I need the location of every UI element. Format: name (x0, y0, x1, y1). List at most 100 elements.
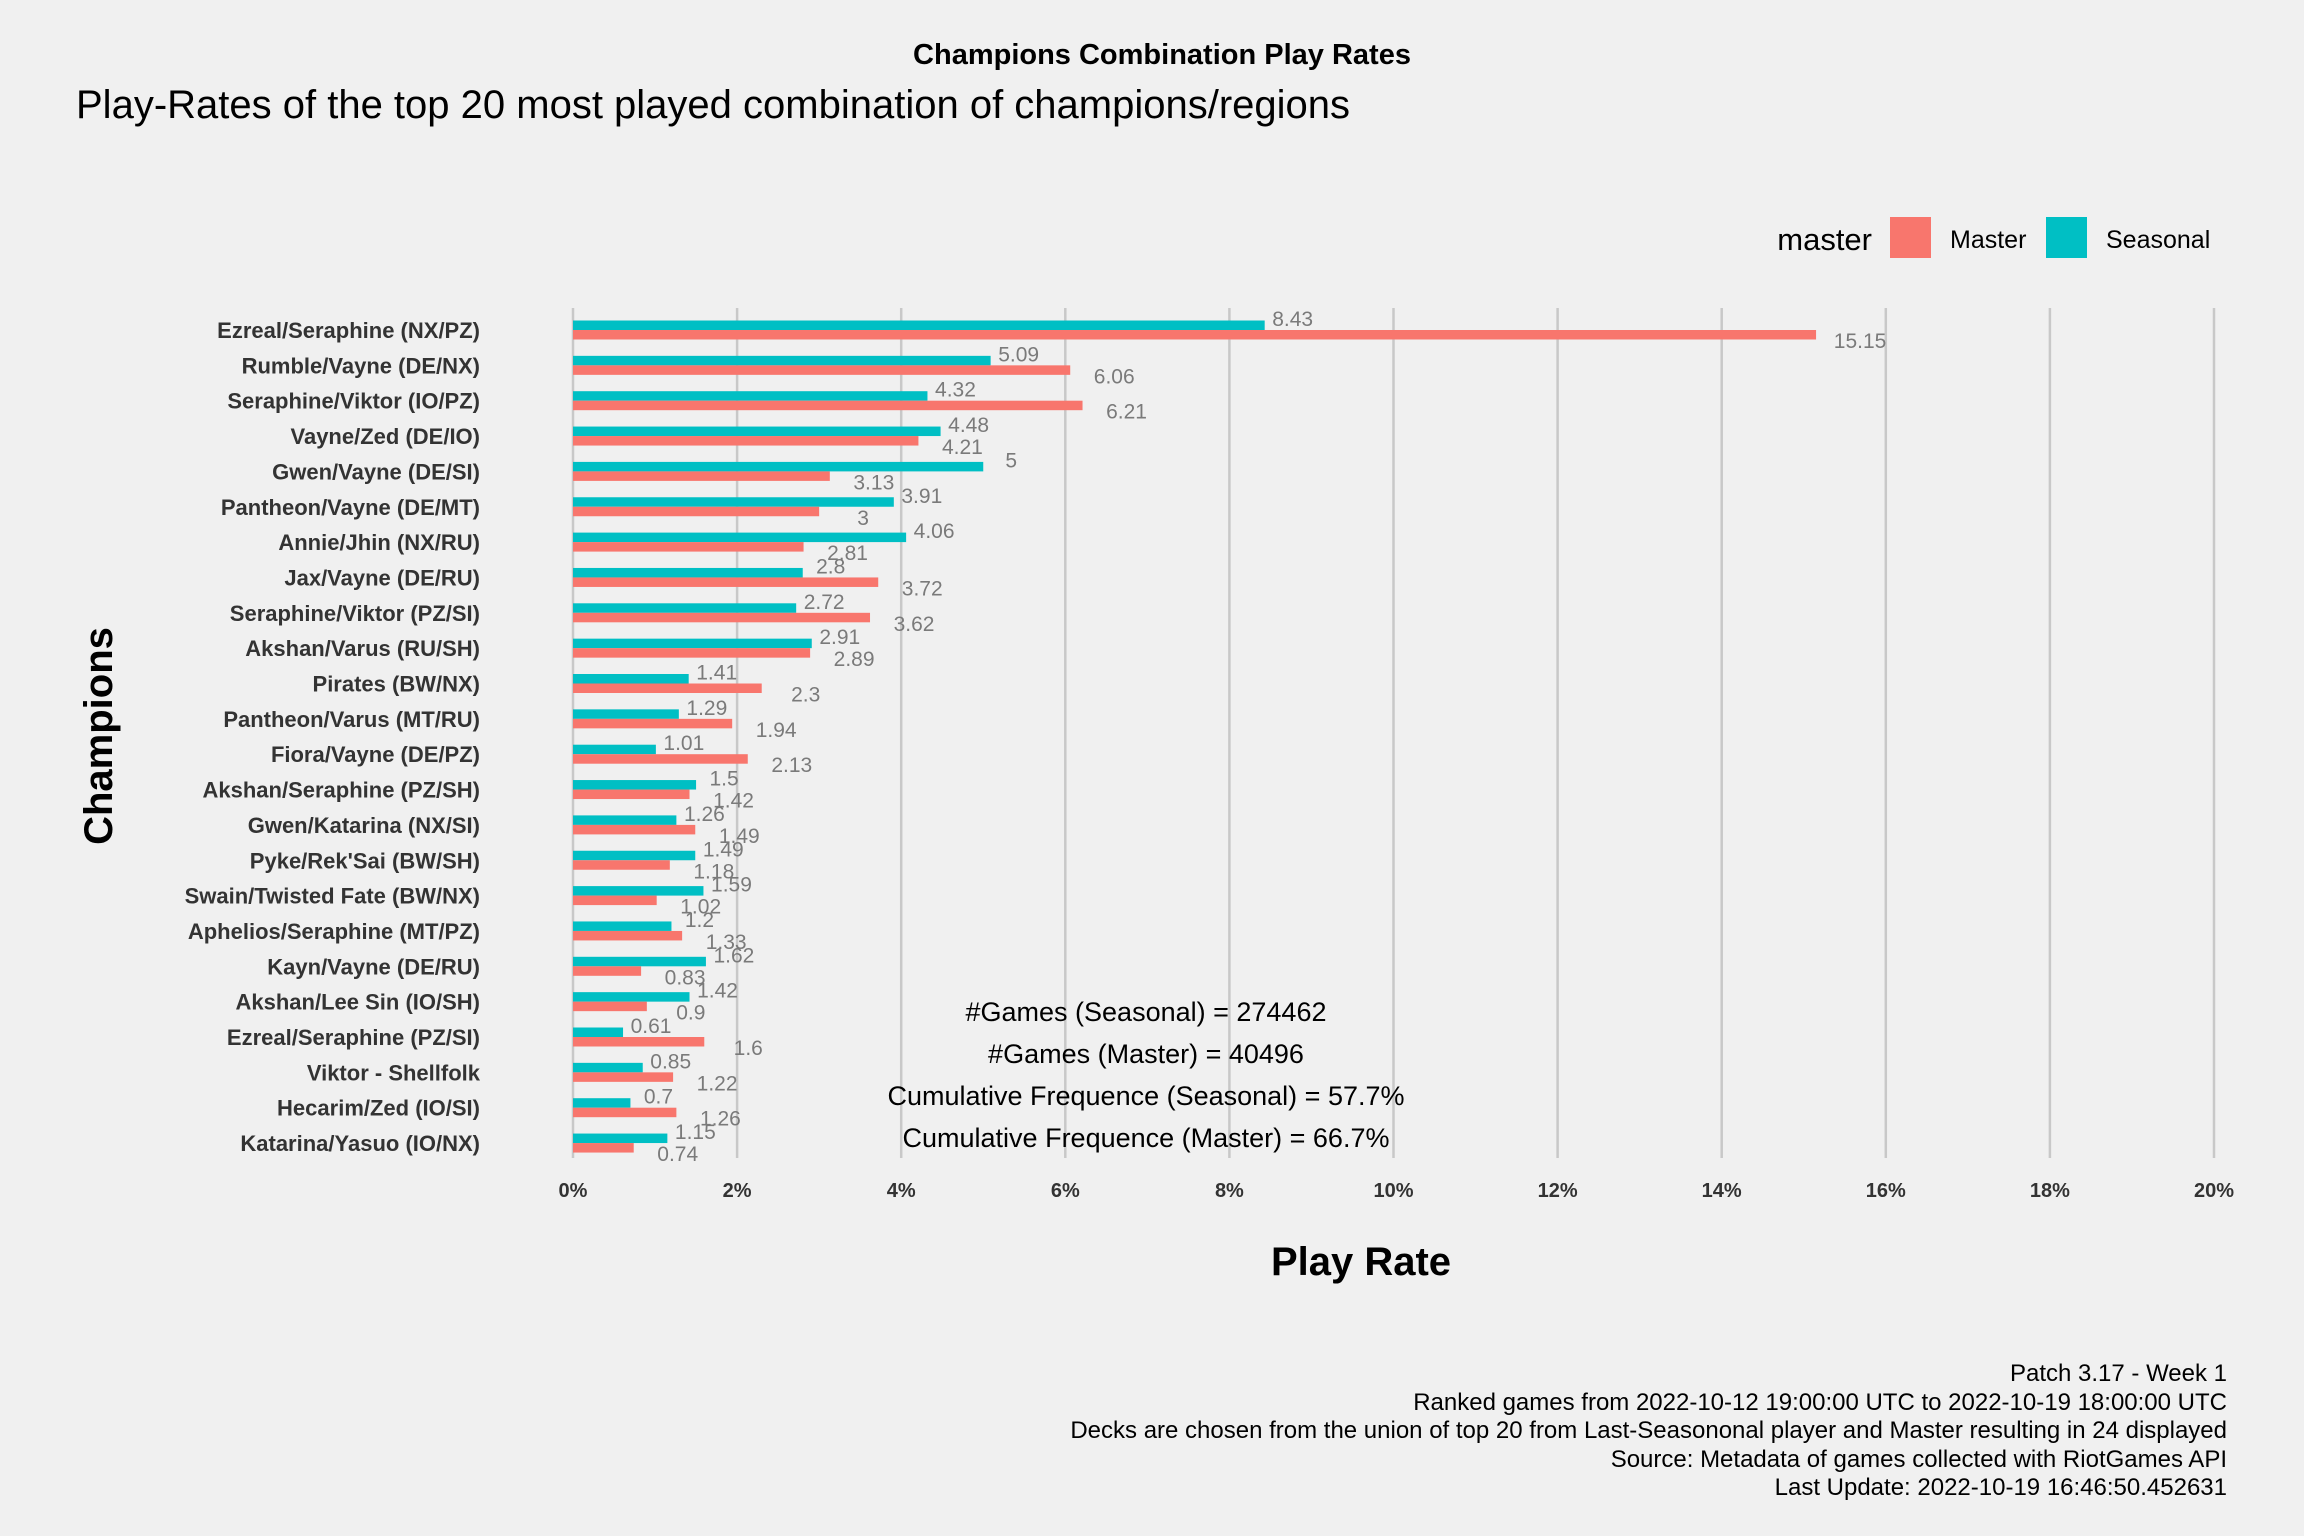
value-label-master: 6.06 (1094, 365, 1135, 388)
value-label-seasonal: 1.26 (684, 803, 725, 826)
category-label: Kayn/Vayne (DE/RU) (267, 954, 480, 979)
caption-line-3: Decks are chosen from the union of top 2… (1070, 1417, 2227, 1444)
bar-seasonal (573, 709, 679, 719)
x-tick-label: 6% (1051, 1180, 1080, 1202)
category-label: Fiora/Vayne (DE/PZ) (271, 742, 480, 767)
caption-line-1: Patch 3.17 - Week 1 (2010, 1360, 2227, 1387)
bar-seasonal (573, 1133, 668, 1144)
bar-seasonal (573, 1062, 643, 1073)
value-label-seasonal: 1.01 (663, 732, 704, 755)
bar-master (573, 648, 811, 658)
category-label: Vayne/Zed (DE/IO) (291, 424, 481, 449)
bar-seasonal (573, 461, 984, 472)
caption-line-2: Ranked games from 2022-10-12 19:00:00 UT… (1413, 1389, 2227, 1416)
category-label: Rumble/Vayne (DE/NX) (242, 353, 480, 378)
bars (573, 320, 1817, 1153)
bar-seasonal (573, 956, 706, 967)
category-label: Jax/Vayne (DE/RU) (284, 565, 480, 590)
bar-seasonal (573, 1098, 631, 1108)
category-label: Aphelios/Seraphine (MT/PZ) (188, 919, 480, 944)
value-label-master: 1.94 (756, 719, 797, 742)
bar-seasonal (573, 603, 797, 613)
bar-master (573, 1143, 634, 1153)
legend-label-seasonal: Seasonal (2106, 226, 2210, 254)
bar-master (573, 1037, 705, 1047)
bar-master (573, 824, 696, 835)
bar-master (573, 895, 657, 906)
category-label: Katarina/Yasuo (IO/NX) (240, 1131, 480, 1156)
bar-seasonal (573, 567, 803, 578)
value-label-master: 2.89 (834, 648, 875, 671)
x-tick-label: 0% (559, 1180, 588, 1202)
value-label-seasonal: 2.8 (816, 555, 845, 578)
category-label: Seraphine/Viktor (IO/PZ) (227, 389, 480, 414)
x-tick-label: 10% (1373, 1180, 1413, 1202)
gridlines (571, 308, 2216, 1158)
caption-line-5: Last Update: 2022-10-19 16:46:50.452631 (1775, 1474, 2227, 1501)
value-label-master: 1.6 (734, 1037, 763, 1060)
category-label: Akshan/Lee Sin (IO/SH) (236, 990, 481, 1015)
bar-seasonal (573, 355, 991, 366)
x-tick-label: 12% (1538, 1180, 1578, 1202)
caption: Patch 3.17 - Week 1 Ranked games from 20… (1070, 1360, 2227, 1501)
bar-seasonal (573, 532, 907, 543)
bar-seasonal (573, 320, 1265, 330)
annotation-games-master: #Games (Master) = 40496 (988, 1039, 1304, 1069)
value-label-seasonal: 5 (1005, 449, 1017, 472)
x-tick-label: 16% (1866, 1180, 1906, 1202)
x-tick-label: 14% (1702, 1180, 1742, 1202)
value-label-seasonal: 2.91 (819, 626, 860, 649)
legend: master Master Seasonal (1777, 217, 2210, 258)
x-tick-label: 8% (1215, 1180, 1244, 1202)
category-label: Akshan/Varus (RU/SH) (245, 636, 480, 661)
category-label: Pyke/Rek'Sai (BW/SH) (250, 848, 480, 873)
x-axis-title: Play Rate (1271, 1240, 1451, 1284)
bar-seasonal (573, 886, 704, 896)
category-label: Hecarim/Zed (IO/SI) (277, 1096, 480, 1121)
category-label: Gwen/Vayne (DE/SI) (272, 459, 480, 484)
category-label: Annie/Jhin (NX/RU) (278, 530, 480, 555)
annotations: #Games (Seasonal) = 274462 #Games (Maste… (887, 997, 1404, 1153)
bar-seasonal (573, 391, 928, 401)
value-label-seasonal: 1.62 (713, 944, 754, 967)
value-label-seasonal: 1.5 (709, 768, 738, 791)
annotation-games-seasonal: #Games (Seasonal) = 274462 (966, 997, 1327, 1027)
bar-seasonal (573, 992, 690, 1002)
value-label-seasonal: 5.09 (998, 343, 1039, 366)
bar-seasonal (573, 1027, 624, 1037)
value-label-master: 4.21 (942, 436, 983, 459)
bar-master (573, 1001, 647, 1012)
value-label-seasonal: 3.91 (901, 485, 942, 508)
value-label-master: 15.15 (1834, 330, 1887, 353)
x-tick-label: 2% (723, 1180, 752, 1202)
bar-master (573, 365, 1071, 375)
value-label-seasonal: 1.49 (703, 838, 744, 861)
bar-master (573, 930, 683, 941)
category-label: Ezreal/Seraphine (PZ/SI) (227, 1025, 480, 1050)
category-label: Viktor - Shellfolk (307, 1060, 481, 1085)
value-label-seasonal: 4.48 (948, 414, 989, 437)
bar-master (573, 612, 871, 623)
value-label-master: 1.33 (706, 931, 747, 954)
bar-master (573, 683, 762, 693)
value-label-master: 0.74 (657, 1143, 698, 1166)
bar-seasonal (573, 815, 677, 825)
value-label-master: 1.26 (700, 1108, 741, 1131)
bar-seasonal (573, 744, 656, 755)
legend-swatch-seasonal (2046, 217, 2087, 258)
x-tick-labels: 0% 2% 4% 6% 8% 10% 12% 14% 16% 18% 20% (559, 1180, 2235, 1202)
bar-seasonal (573, 850, 696, 861)
value-label-master: 1.22 (697, 1072, 738, 1095)
chart-subtitle: Play-Rates of the top 20 most played com… (76, 83, 1350, 127)
bar-master (573, 400, 1083, 411)
value-label-master: 3 (857, 507, 869, 530)
category-labels: Ezreal/Seraphine (NX/PZ) Rumble/Vayne (DE… (185, 318, 481, 1156)
category-label: Pantheon/Varus (MT/RU) (223, 707, 480, 732)
value-label-seasonal: 8.43 (1272, 308, 1313, 331)
bar-master (573, 436, 919, 446)
value-label-master: 0.83 (665, 966, 706, 989)
value-label-master: 3.13 (853, 471, 894, 494)
bar-master (573, 577, 879, 587)
category-label: Gwen/Katarina (NX/SI) (248, 813, 480, 838)
bar-seasonal (573, 921, 672, 931)
